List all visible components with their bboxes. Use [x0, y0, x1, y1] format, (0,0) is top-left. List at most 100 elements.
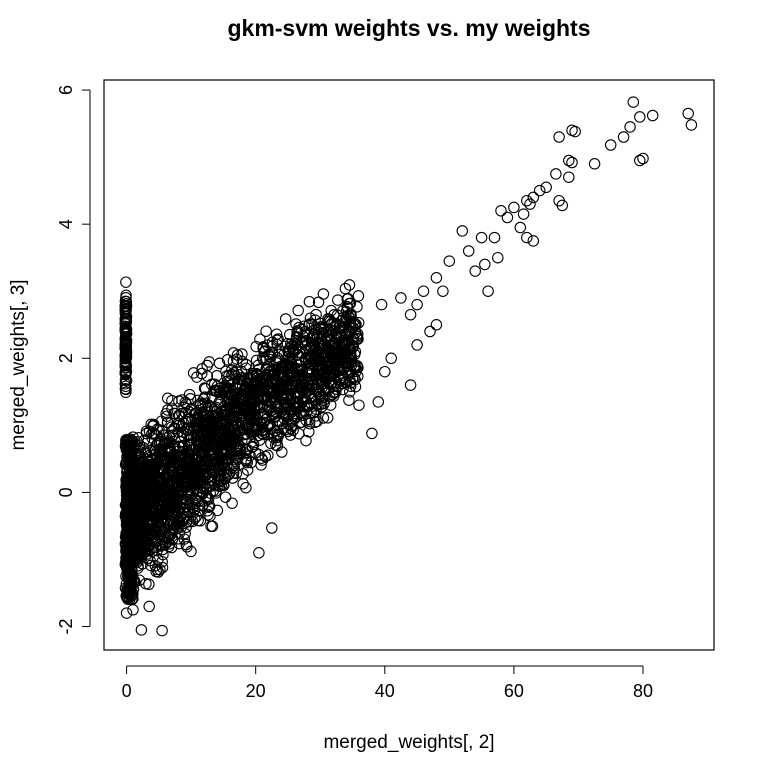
- data-point: [550, 168, 562, 180]
- data-point: [556, 199, 569, 212]
- data-point: [163, 462, 176, 474]
- data-point: [228, 424, 241, 437]
- data-point: [411, 339, 423, 351]
- data-point: [154, 493, 167, 506]
- data-point: [119, 383, 132, 395]
- data-point: [634, 111, 646, 123]
- data-point: [240, 481, 252, 494]
- data-point: [253, 547, 265, 559]
- data-point: [309, 410, 322, 422]
- data-point: [325, 304, 337, 317]
- data-point: [553, 131, 565, 143]
- data-point: [379, 365, 391, 378]
- data-point: [196, 363, 208, 375]
- data-point: [292, 304, 304, 317]
- data-point: [317, 288, 330, 300]
- data-point: [339, 282, 352, 295]
- data-point: [147, 419, 160, 432]
- data-point: [339, 329, 351, 341]
- data-point: [323, 343, 336, 356]
- data-point: [239, 383, 252, 396]
- data-point: [314, 390, 327, 403]
- data-point: [123, 443, 135, 456]
- data-point: [182, 455, 194, 467]
- data-point: [540, 181, 552, 194]
- data-point: [151, 465, 163, 478]
- data-point: [156, 448, 168, 460]
- data-point: [305, 349, 317, 362]
- data-point: [165, 463, 178, 476]
- data-point: [514, 221, 527, 234]
- data-point: [285, 357, 298, 370]
- data-point: [123, 569, 135, 582]
- data-point: [304, 318, 316, 330]
- y-tick-label: 6: [56, 85, 76, 95]
- data-point: [331, 309, 344, 321]
- data-point: [250, 354, 263, 367]
- data-point: [211, 444, 224, 456]
- data-point: [344, 351, 357, 364]
- data-point: [247, 384, 260, 396]
- data-point: [265, 365, 277, 378]
- data-point: [240, 453, 252, 465]
- data-point: [305, 337, 318, 349]
- data-point: [252, 359, 265, 372]
- data-point: [462, 245, 475, 257]
- data-point: [682, 107, 694, 120]
- data-point: [194, 515, 207, 527]
- data-point: [123, 557, 136, 570]
- data-point: [517, 208, 530, 220]
- data-point: [120, 478, 133, 491]
- x-tick-label: 60: [504, 681, 524, 701]
- data-point: [259, 345, 271, 357]
- data-point: [186, 515, 199, 528]
- data-point: [297, 330, 310, 343]
- data-point: [120, 311, 133, 323]
- data-point: [156, 555, 168, 568]
- data-point: [120, 360, 132, 372]
- data-point: [173, 473, 185, 486]
- data-point: [385, 352, 397, 365]
- data-point: [154, 499, 167, 511]
- data-point: [634, 154, 646, 167]
- data-point: [300, 414, 312, 427]
- data-point: [475, 231, 488, 244]
- data-point: [316, 352, 329, 365]
- data-point: [521, 194, 533, 207]
- data-point: [162, 441, 175, 454]
- data-point: [159, 531, 171, 544]
- y-axis: -2 0 2 4 6: [56, 85, 91, 635]
- data-point: [350, 365, 362, 378]
- data-point: [351, 330, 363, 343]
- data-point: [120, 607, 133, 619]
- data-point: [289, 407, 301, 420]
- data-point: [120, 276, 132, 288]
- data-point: [191, 436, 203, 448]
- data-point: [142, 499, 155, 512]
- data-point: [241, 444, 254, 456]
- data-point: [189, 408, 202, 420]
- x-axis: 0 20 40 60 80: [122, 665, 653, 701]
- data-point: [260, 325, 272, 337]
- data-point: [327, 325, 340, 337]
- data-point: [501, 211, 514, 224]
- data-point: [329, 358, 342, 370]
- data-point: [192, 394, 204, 407]
- data-point: [297, 336, 310, 349]
- data-point: [191, 371, 203, 383]
- data-point: [252, 380, 264, 393]
- data-point: [202, 509, 214, 521]
- data-point: [228, 401, 240, 414]
- data-point: [208, 440, 221, 453]
- data-point: [143, 538, 155, 551]
- data-point: [211, 380, 224, 393]
- data-point: [236, 348, 248, 360]
- data-point: [294, 399, 306, 412]
- data-point: [156, 561, 169, 574]
- data-point: [209, 452, 221, 465]
- data-point: [219, 491, 232, 503]
- data-point: [243, 410, 255, 423]
- data-point: [156, 454, 169, 467]
- data-point: [292, 349, 304, 361]
- data-point: [123, 471, 136, 484]
